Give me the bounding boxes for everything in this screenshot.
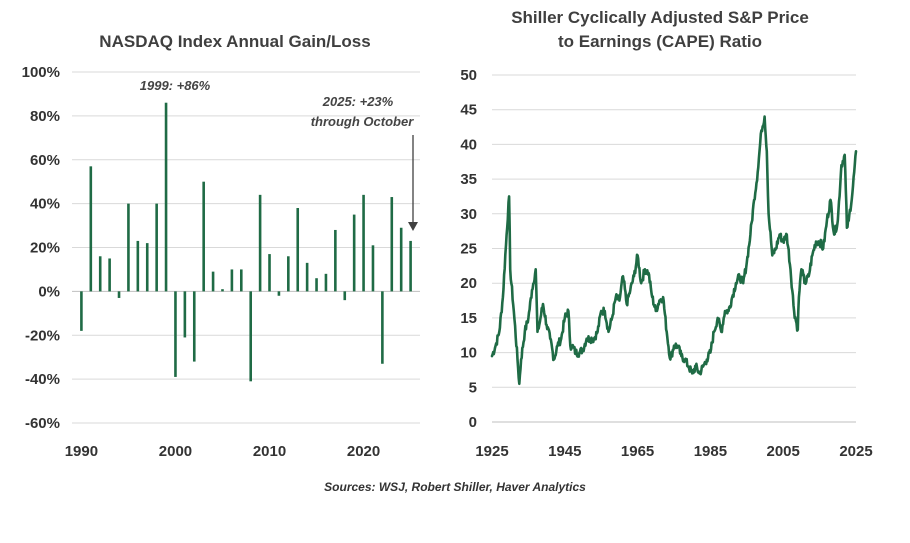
nasdaq-annual-chart: NASDAQ Index Annual Gain/Loss -60% -40% -2…: [22, 32, 420, 460]
nasdaq-y-tick-label: -60%: [25, 415, 60, 432]
nasdaq-bar-2015: [315, 278, 318, 292]
cape-x-tick-label: 1965: [621, 443, 654, 460]
cape-y-tick-label: 10: [460, 345, 477, 362]
cape-y-tick-label: 35: [460, 171, 477, 188]
cape-chart-title-line2: to Earnings (CAPE) Ratio: [558, 32, 762, 51]
nasdaq-y-ticks: -60% -40% -20% 0% 20% 40% 60% 80% 100%: [22, 64, 60, 432]
nasdaq-bar-1995: [127, 203, 130, 292]
nasdaq-bar-1993: [108, 258, 111, 292]
cape-x-tick-label: 1925: [475, 443, 508, 460]
nasdaq-bar-2023: [390, 197, 394, 292]
nasdaq-y-tick-label: 20%: [30, 240, 60, 257]
nasdaq-bar-2021: [371, 245, 375, 292]
nasdaq-bar-2018: [343, 291, 347, 301]
cape-x-tick-label: 1985: [694, 443, 727, 460]
nasdaq-bar-2013: [296, 208, 300, 292]
nasdaq-y-tick-label: 60%: [30, 152, 60, 169]
nasdaq-bar-1997: [145, 243, 149, 292]
cape-y-tick-label: 50: [460, 67, 477, 84]
nasdaq-bar-2004: [211, 271, 215, 292]
nasdaq-bar-2024: [399, 227, 403, 292]
cape-y-tick-label: 45: [460, 102, 477, 119]
cape-series-line: [490, 115, 858, 386]
nasdaq-y-tick-label: 0%: [38, 283, 60, 300]
nasdaq-bar-1991: [89, 166, 93, 292]
nasdaq-x-tick-label: 2010: [253, 443, 286, 460]
nasdaq-bar-2008: [249, 291, 253, 382]
nasdaq-bar-2017: [334, 229, 337, 292]
nasdaq-bar-2003: [202, 181, 205, 292]
nasdaq-bar-2022: [381, 291, 384, 364]
nasdaq-bar-2006: [230, 269, 234, 292]
nasdaq-grid: [72, 71, 420, 424]
cape-ratio-chart: Shiller Cyclically Adjusted S&P Price to…: [460, 8, 872, 460]
nasdaq-bar-2010: [268, 254, 271, 292]
cape-x-tick-label: 2025: [839, 443, 872, 460]
cape-y-tick-label: 40: [460, 136, 477, 153]
cape-y-tick-label: 30: [460, 206, 477, 223]
annotation-2025-line1: 2025: +23%: [322, 94, 394, 109]
nasdaq-y-tick-label: 40%: [30, 196, 60, 213]
nasdaq-bar-2012: [287, 256, 290, 292]
cape-y-tick-label: 15: [460, 310, 477, 327]
nasdaq-bar-1994: [117, 291, 121, 298]
nasdaq-x-tick-label: 1990: [65, 443, 98, 460]
cape-x-ticks: 1925 1945 1965 1985 2005 2025: [475, 443, 872, 460]
nasdaq-bar-2000: [174, 291, 177, 377]
nasdaq-y-tick-label: -20%: [25, 327, 60, 344]
nasdaq-y-tick-label: -40%: [25, 371, 60, 388]
nasdaq-bar-1998: [155, 203, 158, 292]
nasdaq-bar-2019: [352, 214, 356, 292]
cape-x-tick-label: 2005: [767, 443, 800, 460]
nasdaq-bar-2020: [362, 194, 365, 292]
cape-x-tick-label: 1945: [548, 443, 581, 460]
nasdaq-bar-2005: [221, 289, 224, 292]
nasdaq-bar-2011: [277, 291, 281, 296]
nasdaq-bar-2001: [183, 291, 187, 338]
nasdaq-bar-2007: [239, 269, 243, 292]
cape-chart-title-line1: Shiller Cyclically Adjusted S&P Price: [511, 8, 809, 27]
nasdaq-bar-2009: [258, 194, 262, 292]
nasdaq-bars: [80, 102, 412, 382]
cape-y-ticks: 0 5 10 15 20 25 30 35 40 45 50: [460, 67, 477, 431]
nasdaq-chart-title: NASDAQ Index Annual Gain/Loss: [99, 32, 370, 51]
nasdaq-bar-1992: [98, 256, 102, 292]
nasdaq-y-tick-label: 100%: [22, 64, 60, 81]
nasdaq-bar-2016: [324, 273, 328, 292]
nasdaq-x-ticks: 1990 2000 2010 2020: [65, 443, 381, 460]
nasdaq-bar-1990: [80, 291, 83, 331]
cape-grid: [492, 74, 856, 423]
annotation-arrow: [408, 135, 418, 231]
nasdaq-x-tick-label: 2020: [347, 443, 380, 460]
cape-y-tick-label: 20: [460, 275, 477, 292]
cape-y-tick-label: 5: [469, 379, 477, 396]
source-note: Sources: WSJ, Robert Shiller, Haver Anal…: [324, 480, 586, 494]
annotation-1999: 1999: +86%: [140, 78, 211, 93]
nasdaq-bar-1999: [164, 102, 168, 292]
nasdaq-bar-2025: [409, 240, 412, 292]
nasdaq-bar-1996: [136, 240, 140, 292]
cape-y-tick-label: 25: [460, 241, 477, 258]
nasdaq-y-tick-label: 80%: [30, 108, 60, 125]
cape-y-tick-label: 0: [469, 414, 477, 431]
nasdaq-bar-2014: [305, 262, 309, 292]
nasdaq-bar-2002: [192, 291, 196, 362]
nasdaq-x-tick-label: 2000: [159, 443, 192, 460]
annotation-2025-line2: through October: [311, 114, 414, 129]
